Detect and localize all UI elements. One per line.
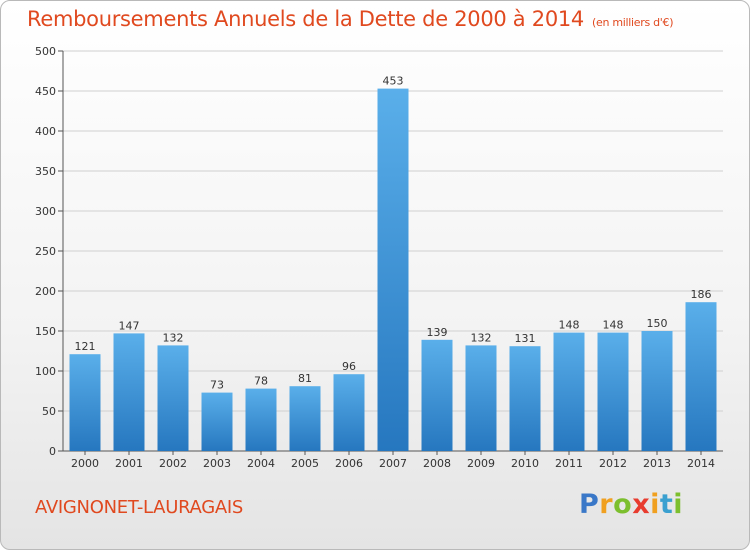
- y-tick-labels: 0 50 100 150 200 250 300 350 400 450 500: [35, 45, 56, 458]
- bar: [553, 332, 585, 451]
- bar-value-label: 81: [298, 372, 312, 385]
- y-tick-label: 350: [35, 165, 56, 178]
- bar-value-label: 132: [471, 331, 492, 344]
- bar-value-label: 121: [75, 340, 96, 353]
- x-tick-label: 2012: [599, 457, 627, 470]
- bar: [289, 386, 321, 451]
- x-tick-label: 2009: [467, 457, 495, 470]
- bar: [157, 345, 189, 451]
- chart-title: Remboursements Annuels de la Dette de 20…: [27, 7, 673, 31]
- x-tick-label: 2011: [555, 457, 583, 470]
- y-tick-label: 100: [35, 365, 56, 378]
- x-tick-label: 2004: [247, 457, 275, 470]
- y-tick-label: 50: [42, 405, 56, 418]
- x-tick-labels: 2000 2001 2002 2003 2004 2005 2006 2007 2008 2009…: [71, 451, 715, 470]
- x-tick-label: 2006: [335, 457, 363, 470]
- x-tick-label: 2005: [291, 457, 319, 470]
- y-tick-label: 250: [35, 245, 56, 258]
- bar: [421, 339, 453, 451]
- bar-value-label: 96: [342, 360, 356, 373]
- bar-value-label: 147: [119, 319, 140, 332]
- bar: [641, 331, 673, 451]
- x-tick-label: 2001: [115, 457, 143, 470]
- x-tick-label: 2013: [643, 457, 671, 470]
- bar-value-labels: 121 147 132 73 78 81 96 453 139 132 131 148 148 150 18…: [75, 75, 712, 392]
- x-tick-label: 2003: [203, 457, 231, 470]
- commune-name: AVIGNONET-LAURAGAIS: [35, 497, 244, 518]
- bar: [201, 392, 233, 451]
- x-tick-label: 2002: [159, 457, 187, 470]
- bar-value-label: 148: [559, 319, 580, 332]
- bar-value-label: 78: [254, 375, 268, 388]
- bar-value-label: 139: [427, 326, 448, 339]
- proxiti-logo: Proxiti: [579, 489, 684, 520]
- x-tick-label: 2007: [379, 457, 407, 470]
- bar-value-label: 131: [515, 332, 536, 345]
- chart-subtitle: (en milliers d'€): [592, 16, 674, 29]
- bar: [69, 354, 101, 451]
- bar: [333, 374, 365, 451]
- bar-value-label: 453: [383, 75, 404, 88]
- y-tick-label: 300: [35, 205, 56, 218]
- y-tick-label: 500: [35, 45, 56, 58]
- bar: [597, 332, 629, 451]
- y-tick-label: 450: [35, 85, 56, 98]
- x-tick-label: 2014: [687, 457, 715, 470]
- bar-value-label: 150: [647, 317, 668, 330]
- bar: [113, 333, 145, 451]
- x-tick-label: 2008: [423, 457, 451, 470]
- x-tick-label: 2000: [71, 457, 99, 470]
- bars: [69, 88, 717, 451]
- chart-title-main: Remboursements Annuels de la Dette de 20…: [27, 7, 584, 31]
- bar: [465, 345, 497, 451]
- y-tick-label: 0: [49, 445, 56, 458]
- bar-value-label: 148: [603, 319, 624, 332]
- x-tick-label: 2010: [511, 457, 539, 470]
- bar-value-label: 186: [691, 288, 712, 301]
- bar-value-label: 73: [210, 379, 224, 392]
- bar-value-label: 132: [163, 331, 184, 344]
- y-tick-label: 200: [35, 285, 56, 298]
- bar: [509, 346, 541, 451]
- bar: [377, 88, 409, 451]
- bar: [245, 388, 277, 451]
- y-tick-label: 400: [35, 125, 56, 138]
- bar: [685, 302, 717, 451]
- y-tick-label: 150: [35, 325, 56, 338]
